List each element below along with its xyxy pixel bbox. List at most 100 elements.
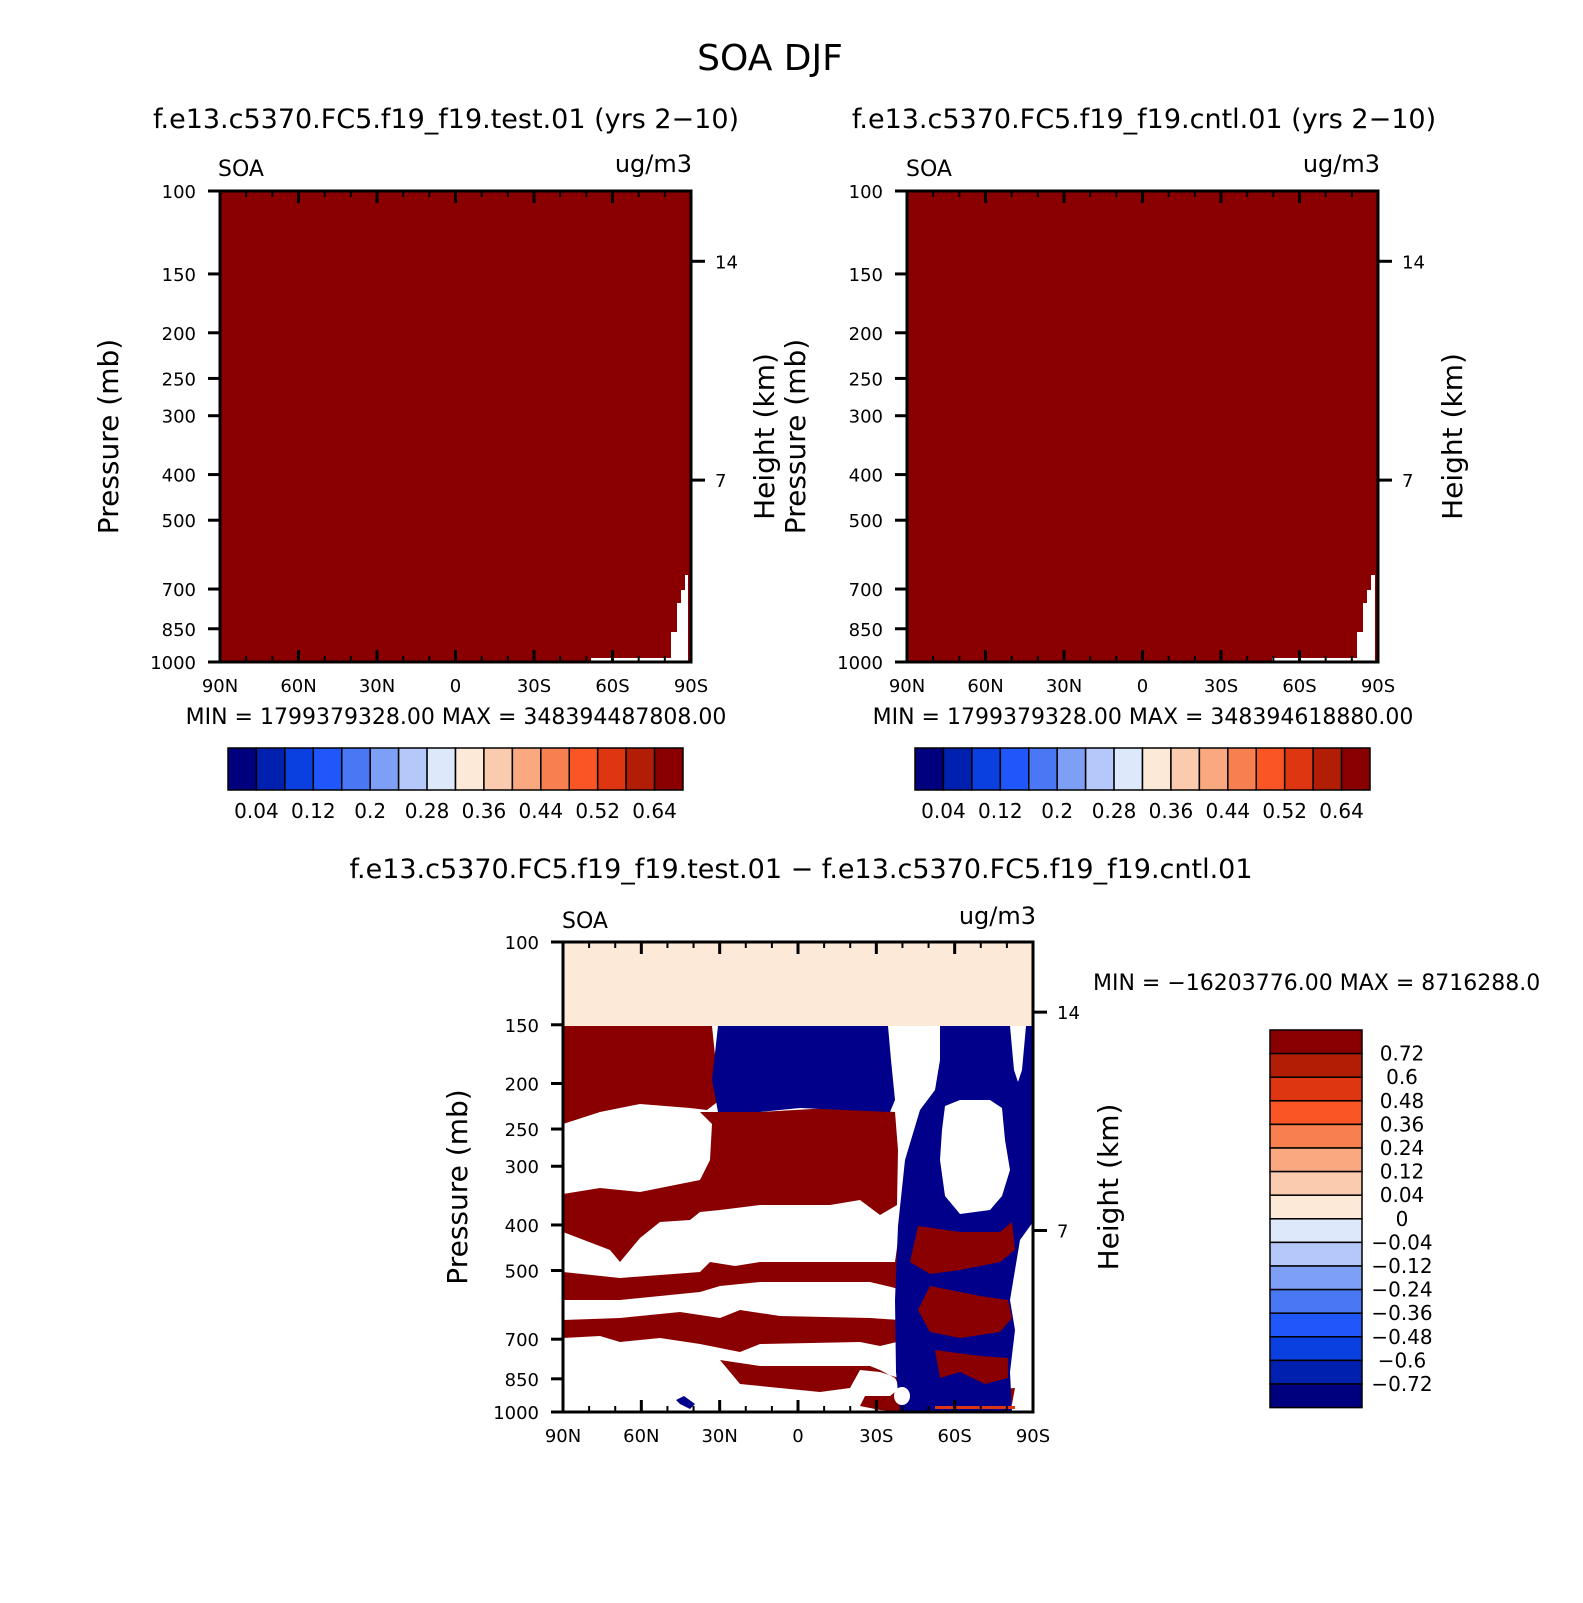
y-tick-label: 700 <box>849 580 883 601</box>
figure-title: SOA DJF <box>697 38 843 79</box>
y-right-tick-label: 14 <box>1057 1003 1080 1024</box>
panel-test-missing-corner <box>591 575 688 662</box>
colorbar-box <box>1269 1052 1363 1078</box>
colorbar-label: 0.24 <box>1380 1136 1425 1160</box>
y-tick-label: 850 <box>162 620 196 641</box>
y-tick-label: 700 <box>162 580 196 601</box>
colorbar-box <box>1269 1383 1363 1409</box>
colorbar-label: 0.04 <box>921 799 966 823</box>
y-right-tick-label: 14 <box>715 252 738 273</box>
y-tick-label: 150 <box>505 1016 539 1037</box>
y-tick-label: 150 <box>849 265 883 286</box>
panel-diff-units: ug/m3 <box>959 902 1036 930</box>
y-right-axis-label: Height (km) <box>748 353 781 520</box>
x-tick-label: 60S <box>595 676 629 697</box>
panel-cntl-variable: SOA <box>906 157 952 182</box>
y-axis-label: Pressure (mb) <box>441 1089 474 1284</box>
colorbar-label: 0.48 <box>1380 1089 1425 1113</box>
x-tick-label: 60S <box>1282 676 1316 697</box>
colorbar-box <box>511 747 542 791</box>
colorbar-box <box>1113 747 1144 791</box>
colorbar-box <box>914 747 945 791</box>
colorbar-box <box>971 747 1002 791</box>
y-axis-label: Pressure (mb) <box>92 339 125 534</box>
panel-cntl: f.e13.c5370.FC5.f19_f19.cntl.01 (yrs 2−1… <box>779 104 1469 823</box>
colorbar-box <box>1269 1336 1363 1362</box>
x-tick-label: 90S <box>674 676 708 697</box>
y-tick-label: 500 <box>849 511 883 532</box>
colorbar-label: −0.48 <box>1371 1325 1432 1349</box>
panel-cntl-axes: 90N 60N 30N 0 30S 60S 90S 100 150 200 250 300 400 500… <box>779 182 1469 697</box>
colorbar-box <box>255 747 286 791</box>
colorbar-label: 0.36 <box>462 799 507 823</box>
colorbar-box <box>369 747 400 791</box>
panel-cntl-units: ug/m3 <box>1303 150 1380 178</box>
panel-test-colorbar: 0.04 0.12 0.2 0.28 0.36 0.44 0.52 0.64 <box>227 747 684 823</box>
diff-navy-column-left <box>712 1026 895 1112</box>
y-tick-label: 100 <box>505 933 539 954</box>
colorbar-label: −0.72 <box>1371 1372 1432 1396</box>
colorbar-box <box>341 747 371 791</box>
panel-cntl-title: f.e13.c5370.FC5.f19_f19.cntl.01 (yrs 2−1… <box>852 104 1436 135</box>
panel-diff-axes: 90N 60N 30N 0 30S 60S 90S 100 150 200 250 300 400 500… <box>441 933 1125 1447</box>
colorbar-box <box>1227 747 1257 791</box>
x-tick-label: 90N <box>202 676 238 697</box>
x-tick-label: 0 <box>1137 676 1148 697</box>
diff-red-region-lower <box>563 1310 905 1352</box>
colorbar-label: 0.12 <box>291 799 336 823</box>
colorbar-label: 0 <box>1396 1207 1409 1231</box>
colorbar-box <box>1269 1312 1363 1338</box>
colorbar-label: 0.52 <box>1262 799 1307 823</box>
x-tick-label: 30N <box>701 1426 737 1447</box>
colorbar-box <box>1269 1147 1363 1173</box>
y-tick-label: 400 <box>162 466 196 487</box>
x-tick-label: 60N <box>967 676 1003 697</box>
y-right-tick-label: 7 <box>1402 471 1413 492</box>
x-tick-label: 30S <box>1204 676 1238 697</box>
diff-red-region-upper-left <box>563 1026 720 1124</box>
colorbar-label: 0.64 <box>1319 799 1364 823</box>
colorbar-label: 0.36 <box>1380 1112 1425 1136</box>
y-tick-label: 400 <box>849 466 883 487</box>
y-tick-label: 1000 <box>150 653 196 674</box>
x-tick-label: 90S <box>1016 1426 1050 1447</box>
colorbar-label: 0.72 <box>1380 1042 1425 1066</box>
y-tick-label: 850 <box>505 1370 539 1391</box>
colorbar-label: 0.64 <box>632 799 677 823</box>
colorbar-label: −0.6 <box>1378 1348 1427 1372</box>
y-tick-label: 300 <box>849 407 883 428</box>
x-tick-label: 60N <box>280 676 316 697</box>
y-tick-label: 250 <box>849 369 883 390</box>
colorbar-box <box>999 747 1030 791</box>
colorbar-label: 0.04 <box>1380 1183 1425 1207</box>
colorbar-box <box>1269 1218 1363 1244</box>
colorbar-label: 0.2 <box>354 799 386 823</box>
colorbar-label: 0.28 <box>1092 799 1137 823</box>
colorbar-label: 0.28 <box>405 799 450 823</box>
panel-test-min-max: MIN = 1799379328.00 MAX = 348394487808.0… <box>186 705 727 730</box>
y-right-axis-label: Height (km) <box>1092 1104 1125 1271</box>
colorbar-label: −0.36 <box>1371 1301 1432 1325</box>
y-axis-label: Pressure (mb) <box>779 339 812 534</box>
y-tick-label: 250 <box>162 369 196 390</box>
colorbar-label: 0.12 <box>978 799 1023 823</box>
colorbar-box <box>1269 1241 1363 1267</box>
diff-white-hole-south <box>940 1100 1010 1214</box>
colorbar-box <box>397 747 428 791</box>
colorbar-box <box>1269 1288 1363 1314</box>
colorbar-box <box>483 747 514 791</box>
panel-cntl-field <box>907 191 1378 662</box>
panel-cntl-colorbar: 0.04 0.12 0.2 0.28 0.36 0.44 0.52 0.64 <box>914 747 1371 823</box>
y-tick-label: 850 <box>849 620 883 641</box>
colorbar-box <box>1255 747 1286 791</box>
diff-red-region-mid <box>563 1108 898 1262</box>
diff-bottom-strip <box>935 1406 1015 1409</box>
panel-diff-field <box>563 942 1033 1412</box>
y-right-tick-label: 7 <box>715 471 726 492</box>
y-tick-label: 1000 <box>837 653 883 674</box>
y-tick-label: 500 <box>162 511 196 532</box>
colorbar-box <box>540 747 570 791</box>
colorbar-label: 0.52 <box>575 799 620 823</box>
x-tick-label: 30N <box>359 676 395 697</box>
